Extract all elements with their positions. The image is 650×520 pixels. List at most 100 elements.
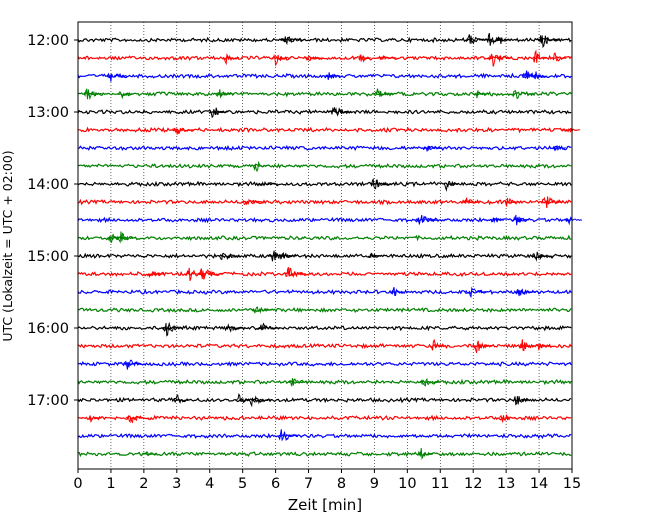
trace-line [77,432,572,440]
seismic-event [144,450,158,457]
trace-1730 [77,429,572,442]
x-tick-label: 12 [464,476,482,492]
trace-1745 [77,448,572,460]
trace-1515 [77,267,572,281]
trace-1445 [77,231,572,244]
x-tick-label: 0 [73,476,82,492]
trace-1645 [77,377,572,387]
trace-line [77,72,572,80]
seismic-event [222,53,240,66]
x-axis-label: Zeit [min] [288,496,362,514]
seismic-event [173,394,190,404]
y-tick-label: 15:00 [27,249,69,265]
trace-line [77,396,572,404]
x-tick-label: 11 [431,476,449,492]
seismic-event [423,145,443,152]
seismic-event [88,415,102,423]
trace-line [77,360,572,368]
x-tick-label: 15 [563,476,581,492]
seismic-event [537,35,562,49]
seismic-event [373,88,395,97]
seismic-event [415,214,438,225]
trace-line [77,252,572,259]
seismic-event [419,377,440,387]
seismic-event [532,49,549,63]
seismic-event [208,107,229,119]
x-tick-label: 10 [398,476,416,492]
seismic-event [521,70,542,79]
trace-1400 [77,177,572,192]
seismic-event [511,89,534,100]
x-tick-label: 3 [172,476,181,492]
x-tick-label: 7 [304,476,313,492]
y-tick-label: 12:00 [27,33,69,49]
trace-line [77,216,572,224]
seismic-event [443,180,458,192]
seismic-event [368,252,382,259]
seismic-event [247,395,272,408]
x-tick-label: 2 [139,476,148,492]
trace-1600 [77,321,572,337]
seismic-event [252,160,267,173]
trace-line [77,324,572,332]
x-tick-label: 9 [370,476,379,492]
seismic-event [552,144,566,152]
seismic-event [172,127,195,135]
trace-1630 [77,359,572,370]
trace-line [77,378,572,386]
x-tick-label: 5 [238,476,247,492]
trace-1315 [77,126,581,135]
seismic-event [258,180,278,187]
seismic-event [117,91,134,100]
seismic-event [83,87,102,101]
seismic-event [496,36,510,44]
seismic-event [304,56,324,62]
seismic-event [240,198,265,206]
seismic-event [540,196,563,209]
seismic-event [376,55,397,61]
grid-lines [110,22,540,469]
seismic-traces [77,33,582,460]
seismic-event [146,271,164,278]
trace-1300 [77,107,572,119]
seismic-event [125,414,150,424]
seismic-event [489,216,504,224]
trace-1700 [77,393,572,408]
trace-line [77,288,572,296]
seismic-event [358,54,371,63]
trace-line [77,108,572,116]
seismic-event [463,197,480,204]
plot-frame [77,21,573,470]
seismic-event [271,53,291,67]
seismic-event [512,396,530,406]
seismic-event [280,36,305,46]
seismic-event [218,252,240,261]
trace-line [77,36,572,44]
trace-1215 [77,49,572,67]
seismic-event [278,252,297,260]
x-tick-label: 4 [205,476,214,492]
seismic-event [162,321,184,337]
x-axis-ticks: 0 1 2 3 4 5 6 7 8 9 10 11 12 13 14 15 [73,469,581,492]
seismic-event [531,251,553,262]
x-tick-label: 1 [106,476,115,492]
seismic-event [324,72,341,81]
trace-1200 [77,33,572,49]
seismic-event [487,53,511,67]
seismic-event [416,448,434,460]
trace-line [77,414,572,422]
trace-line [77,306,572,314]
y-axis-ticks: 12:00 13:00 14:00 15:00 16:00 17:00 [27,33,78,409]
seismic-event [519,339,534,352]
seismic-event [251,306,273,314]
trace-1415 [78,196,572,209]
y-tick-label: 17:00 [27,393,69,409]
y-tick-label: 16:00 [27,321,69,337]
seismic-event [502,197,521,207]
seismic-event [116,231,136,244]
seismic-event [225,323,244,333]
trace-line [77,91,572,98]
trace-1500 [77,250,572,262]
seismic-event [215,89,235,99]
seismic-event [499,413,516,424]
